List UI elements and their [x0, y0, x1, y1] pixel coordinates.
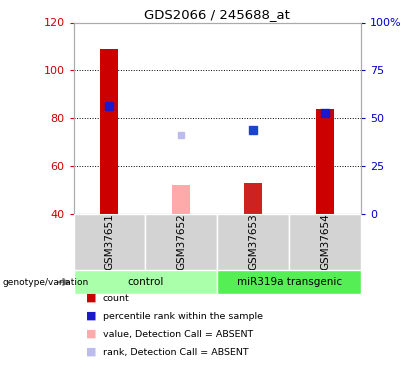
Bar — [74, 270, 218, 294]
Bar — [316, 109, 334, 214]
Text: ■: ■ — [86, 347, 97, 357]
Text: value, Detection Call = ABSENT: value, Detection Call = ABSENT — [103, 330, 253, 339]
Text: miR319a transgenic: miR319a transgenic — [237, 277, 342, 287]
Text: control: control — [127, 277, 164, 287]
Text: GSM37651: GSM37651 — [105, 213, 115, 270]
Text: percentile rank within the sample: percentile rank within the sample — [103, 312, 263, 321]
Title: GDS2066 / 245688_at: GDS2066 / 245688_at — [144, 8, 290, 21]
Bar — [244, 183, 262, 214]
Text: ■: ■ — [86, 311, 97, 321]
Text: ■: ■ — [86, 293, 97, 303]
Text: GSM37654: GSM37654 — [320, 213, 330, 270]
Bar — [74, 214, 145, 270]
Text: ■: ■ — [86, 329, 97, 339]
Text: rank, Detection Call = ABSENT: rank, Detection Call = ABSENT — [103, 348, 249, 357]
Bar — [100, 49, 118, 214]
Text: GSM37653: GSM37653 — [248, 213, 258, 270]
Text: count: count — [103, 294, 130, 303]
Bar — [289, 214, 361, 270]
Bar — [145, 214, 218, 270]
Bar — [172, 185, 190, 214]
Bar — [218, 270, 361, 294]
Text: genotype/variation: genotype/variation — [2, 278, 88, 286]
Text: GSM37652: GSM37652 — [176, 213, 186, 270]
Bar — [218, 214, 289, 270]
